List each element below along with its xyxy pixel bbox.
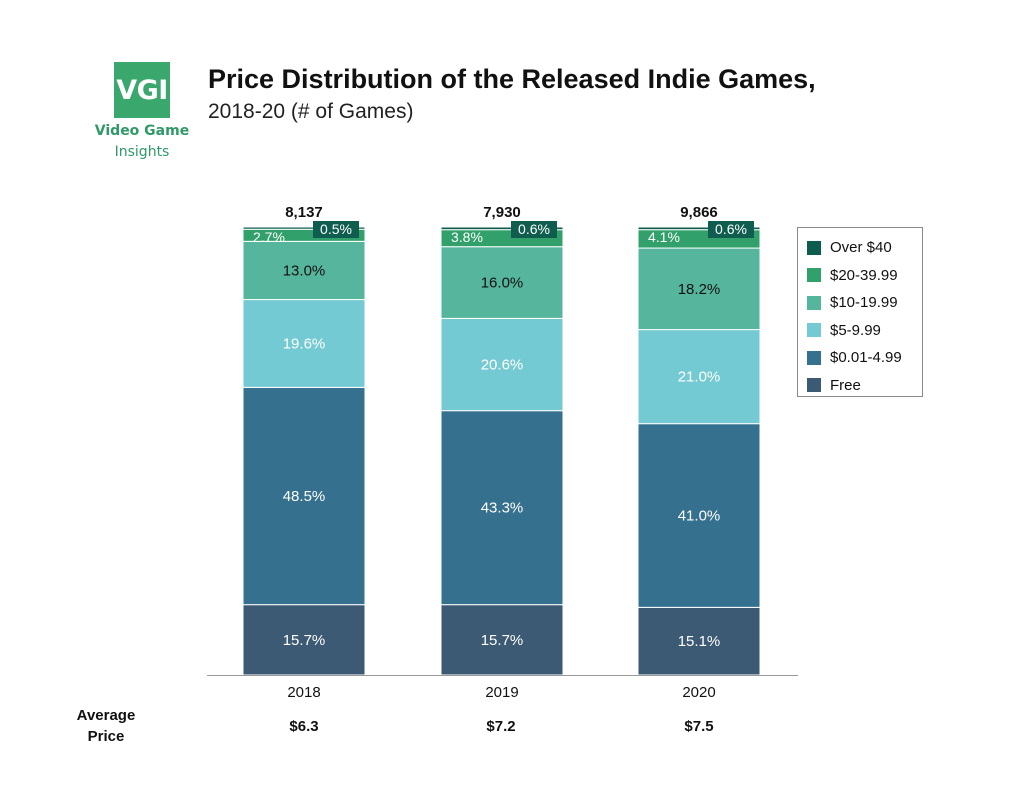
value-label-2018-20-39-99: 2.7% [253,229,285,245]
total-label-2018: 8,137 [285,204,323,221]
value-label-2020-10-19-99: 18.2% [678,281,721,298]
bar-segment-2020-0-01-4-99 [637,423,761,608]
value-label-2020-20-39-99: 4.1% [648,229,680,245]
value-label-2019-over-40: 0.6% [518,221,550,237]
legend-item-0-01-4-99: $0.01-4.99 [807,344,922,372]
value-label-2020-0-01-4-99: 41.0% [678,508,721,525]
value-label-2018-10-19-99: 13.0% [283,262,326,279]
value-label-2019-5-9-99: 20.6% [481,357,524,374]
legend-label-over-40: Over $40 [830,239,892,257]
chart-title: Price Distribution of the Released Indie… [208,64,816,94]
legend-label-10-19-99: $10-19.99 [830,294,898,312]
chart-subtitle: 2018-20 (# of Games) [208,100,414,123]
total-label-2019: 7,930 [483,204,521,221]
legend-item-5-9-99: $5-9.99 [807,317,922,345]
bar-segment-2018-10-19-99 [242,240,366,301]
bar-segment-2020-10-19-99 [637,247,761,331]
value-label-2018-5-9-99: 19.6% [283,335,326,352]
value-label-2018-free: 15.7% [283,632,326,649]
value-label-2019-20-39-99: 3.8% [451,229,483,245]
bar-segment-2020-over-40 [637,226,761,231]
total-label-2020: 9,866 [680,204,718,221]
vgi-logo: VGI [114,62,170,118]
bar-segment-2018-0-01-4-99 [242,386,366,606]
legend-label-5-9-99: $5-9.99 [830,321,881,339]
value-label-2020-5-9-99: 21.0% [678,369,721,386]
average-price-2018: $6.3 [289,718,319,735]
x-tick-label-2020: 2020 [682,684,715,701]
legend-label-0-01-4-99: $0.01-4.99 [830,349,902,367]
value-label-box-2019-over-40 [511,221,557,238]
x-tick-label-2019: 2019 [485,684,518,701]
average-price-label-line1: Average [76,707,136,724]
legend-label-free: Free [830,376,861,394]
legend-swatch-5-9-99 [807,323,821,338]
value-label-box-2020-over-40 [708,221,754,238]
value-label-2018-0-01-4-99: 48.5% [283,488,326,505]
legend-item-20-39-99: $20-39.99 [807,262,922,290]
legend-swatch-20-39-99 [807,268,821,283]
logo-text-line1: Video Game [94,123,190,139]
average-price-2020: $7.5 [684,718,714,735]
bar-segment-2020-5-9-99 [637,329,761,425]
value-label-2020-free: 15.1% [678,633,721,650]
bar-segment-2018-over-40 [242,226,366,230]
logo-text-line2: Insights [114,144,170,160]
bar-segment-2019-free [440,604,564,676]
legend-swatch-over-40 [807,240,821,255]
x-tick-label-2018: 2018 [287,684,320,701]
legend-item-free: Free [807,372,922,400]
legend-item-10-19-99: $10-19.99 [807,289,922,317]
value-label-2020-over-40: 0.6% [715,221,747,237]
bar-segment-2018-free [242,604,366,676]
value-label-2019-10-19-99: 16.0% [481,275,524,292]
bar-segment-2018-5-9-99 [242,299,366,388]
legend-item-over-40: Over $40 [807,234,922,262]
value-label-box-2018-over-40 [313,221,359,238]
average-price-2019: $7.2 [486,718,516,735]
value-label-2018-over-40: 0.5% [320,221,352,237]
value-label-2019-free: 15.7% [481,632,524,649]
bar-segment-2019-10-19-99 [440,246,564,319]
bar-segment-2019-0-01-4-99 [440,410,564,606]
legend-label-20-39-99: $20-39.99 [830,266,898,284]
bar-segment-2019-over-40 [440,226,564,231]
value-label-2019-0-01-4-99: 43.3% [481,500,524,517]
legend-swatch-0-01-4-99 [807,350,821,365]
average-price-label: Average Price [52,705,160,747]
average-price-label-line2: Price [87,728,125,745]
chart-legend: Over $40 $20-39.99 $10-19.99 $5-9.99 $0.01-4… [797,227,923,397]
bar-segment-2019-5-9-99 [440,317,564,412]
legend-swatch-free [807,378,821,393]
legend-swatch-10-19-99 [807,295,821,310]
